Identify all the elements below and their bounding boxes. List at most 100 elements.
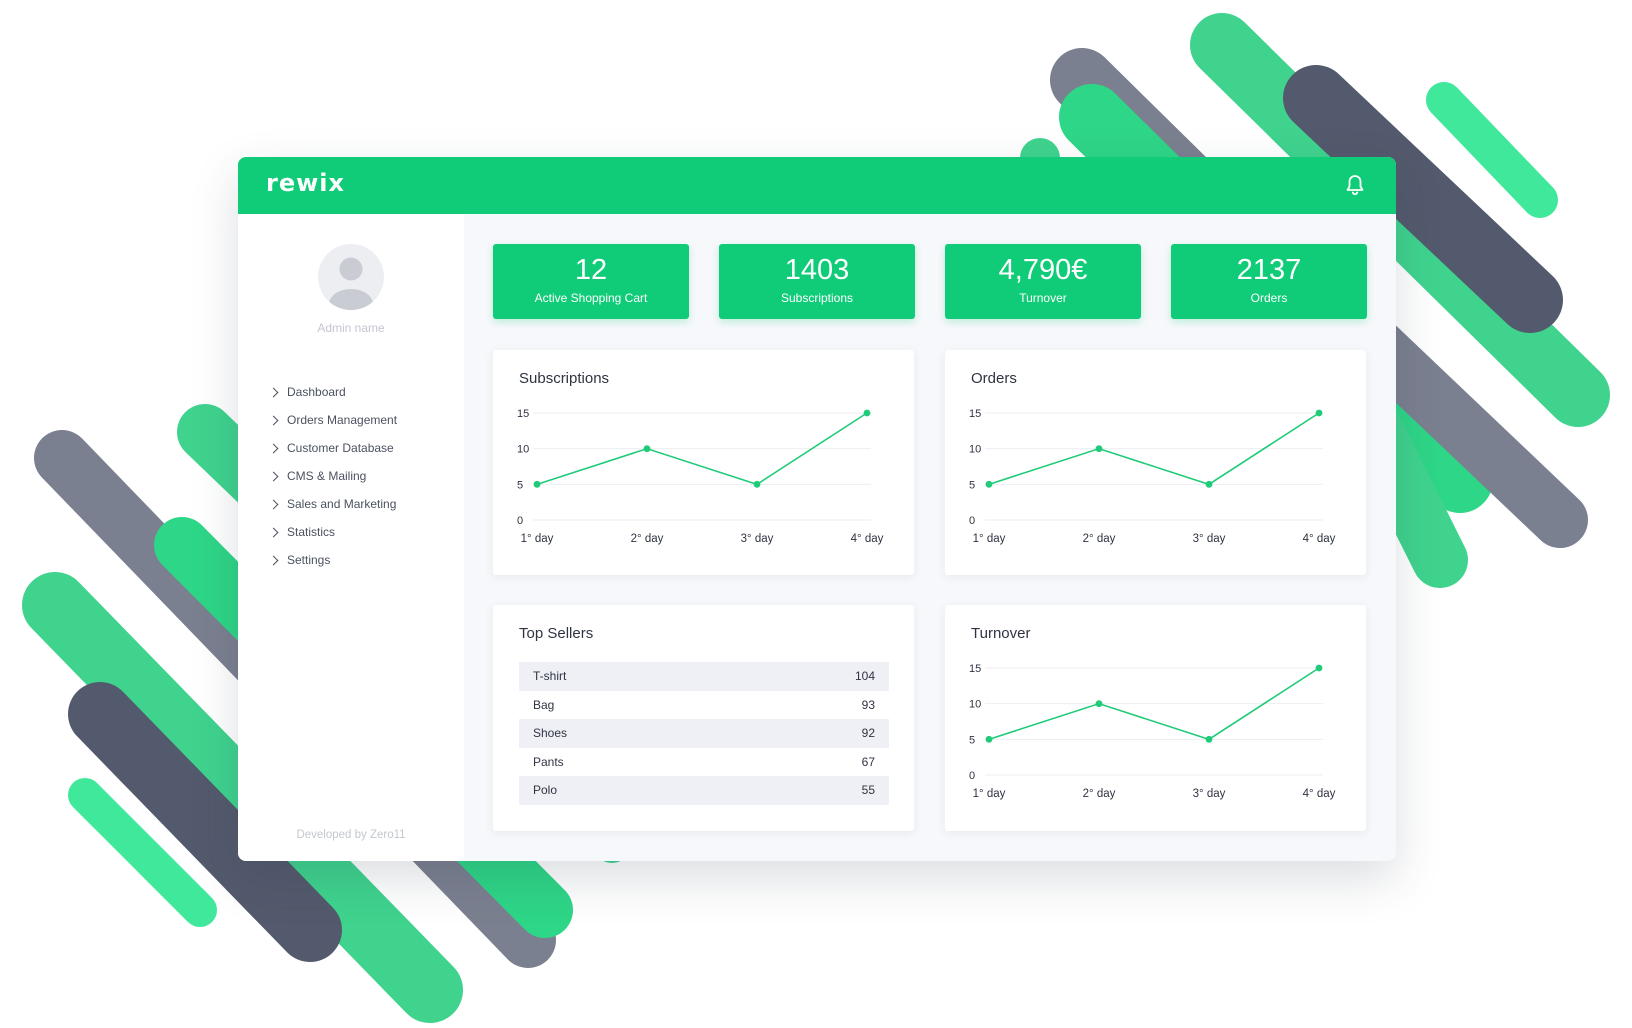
sidebar-item-settings[interactable]: Settings (268, 546, 397, 574)
y-tick-label: 0 (969, 515, 975, 527)
sidebar-item-label: Sales and Marketing (287, 497, 397, 511)
data-point (643, 445, 651, 453)
kpi-orders[interactable]: 2137 Orders (1171, 244, 1367, 319)
product-name: Polo (533, 783, 558, 798)
kpi-active-shopping-cart[interactable]: 12 Active Shopping Cart (493, 244, 689, 319)
sidebar-item-sales-marketing[interactable]: Sales and Marketing (268, 490, 397, 518)
product-name: Bag (533, 697, 555, 712)
card-title: Top Sellers (519, 625, 594, 642)
kpi-turnover[interactable]: 4,790€ Turnover (945, 244, 1141, 319)
subscriptions-card: Subscriptions 0 5 10 15 1° day 2° day 3° day 4°… (493, 350, 914, 575)
sidebar: Admin name Dashboard Orders Management C… (238, 214, 464, 861)
kpi-subscriptions[interactable]: 1403 Subscriptions (719, 244, 915, 319)
top-bar: rewix (238, 157, 1396, 214)
product-name: Shoes (533, 726, 568, 741)
y-tick-label: 10 (969, 444, 981, 456)
kpi-label: Orders (1250, 291, 1288, 305)
product-name: T-shirt (533, 669, 567, 684)
sidebar-item-orders-management[interactable]: Orders Management (268, 406, 398, 434)
table-row: T-shirt 104 (519, 662, 889, 691)
product-count: 67 (861, 754, 875, 769)
user-avatar-icon[interactable] (318, 244, 384, 310)
y-tick-label: 15 (517, 408, 529, 420)
dashboard-window: rewix Admin name Dashboard Orders Manage… (238, 157, 1396, 861)
top-sellers-table: T-shirt 104 Bag 93 Shoes 92 Pants 67 Polo 55 (519, 662, 889, 805)
bg-stripe (1426, 82, 1558, 218)
orders-chart: 0 5 10 15 1° day 2° day 3° day 4° day (969, 408, 1336, 545)
y-tick-label: 5 (517, 479, 523, 491)
x-tick-label: 1° day (973, 533, 1006, 545)
table-row: Polo 55 (519, 776, 889, 805)
sidebar-item-statistics[interactable]: Statistics (268, 518, 397, 546)
chevron-right-icon (268, 387, 279, 397)
data-point (863, 409, 871, 417)
developer-credit: Developed by Zero11 (296, 829, 406, 841)
y-tick-label: 15 (969, 663, 981, 675)
sidebar-item-customer-database[interactable]: Customer Database (268, 434, 397, 462)
series-line (988, 412, 1320, 486)
sidebar-item-dashboard[interactable]: Dashboard (268, 378, 397, 406)
turnover-card: Turnover 0 5 10 15 1° day 2° day 3° day 4° day (945, 605, 1366, 831)
table-row: Shoes 92 (519, 719, 889, 748)
bg-stripe (68, 778, 217, 927)
chevron-right-icon (268, 499, 279, 509)
data-point (533, 480, 541, 488)
product-count: 92 (861, 726, 875, 741)
y-tick-label: 10 (517, 444, 529, 456)
product-count: 55 (861, 783, 875, 798)
chevron-right-icon (268, 415, 279, 425)
y-tick-label: 10 (969, 699, 981, 711)
sidebar-item-cms-mailing[interactable]: CMS & Mailing (268, 462, 397, 490)
kpi-value: 4,790€ (998, 254, 1088, 286)
x-tick-label: 4° day (1303, 533, 1336, 545)
data-point (1315, 664, 1323, 672)
data-point (1315, 409, 1323, 417)
sidebar-item-label: Dashboard (287, 385, 346, 399)
chevron-right-icon (268, 443, 279, 453)
x-tick-label: 3° day (741, 533, 774, 545)
x-tick-label: 4° day (1303, 788, 1336, 800)
rewix-logo[interactable]: rewix (266, 169, 345, 197)
data-point (1095, 445, 1103, 453)
card-title: Subscriptions (519, 370, 610, 387)
kpi-value: 1403 (784, 254, 850, 286)
series-line (988, 667, 1320, 741)
chevron-right-icon (268, 555, 279, 565)
card-title: Turnover (971, 625, 1031, 642)
data-point (753, 480, 761, 488)
admin-name: Admin name (317, 321, 385, 335)
x-tick-label: 2° day (631, 533, 664, 545)
product-count: 93 (861, 697, 875, 712)
kpi-value: 12 (574, 254, 608, 286)
y-tick-label: 0 (517, 515, 523, 527)
bg-stripe (68, 682, 342, 962)
sidebar-menu: Dashboard Orders Management Customer Dat… (268, 378, 398, 574)
x-tick-label: 2° day (1083, 533, 1116, 545)
table-row: Bag 93 (519, 691, 889, 720)
sidebar-item-label: Customer Database (287, 441, 394, 455)
table-row: Pants 67 (519, 748, 889, 777)
x-tick-label: 2° day (1083, 788, 1116, 800)
x-tick-label: 3° day (1193, 788, 1226, 800)
kpi-value: 2137 (1236, 254, 1302, 286)
y-tick-label: 15 (969, 408, 981, 420)
bell-icon[interactable] (1343, 173, 1367, 197)
turnover-chart: 0 5 10 15 1° day 2° day 3° day 4° day (969, 663, 1336, 800)
y-tick-label: 5 (969, 479, 975, 491)
kpi-label: Active Shopping Cart (534, 291, 648, 305)
sidebar-item-label: Settings (287, 553, 331, 567)
subscriptions-chart: 0 5 10 15 1° day 2° day 3° day 4° day (517, 408, 884, 545)
product-count: 104 (854, 669, 875, 684)
sidebar-item-label: Orders Management (287, 413, 398, 427)
kpi-label: Subscriptions (780, 291, 854, 305)
data-point (985, 480, 993, 488)
sidebar-item-label: Statistics (287, 525, 336, 539)
product-name: Pants (533, 754, 564, 769)
data-point (985, 735, 993, 743)
x-tick-label: 3° day (1193, 533, 1226, 545)
x-tick-label: 1° day (521, 533, 554, 545)
kpi-label: Turnover (1019, 291, 1067, 305)
data-point (1205, 735, 1213, 743)
chevron-right-icon (268, 527, 279, 537)
data-point (1095, 700, 1103, 708)
